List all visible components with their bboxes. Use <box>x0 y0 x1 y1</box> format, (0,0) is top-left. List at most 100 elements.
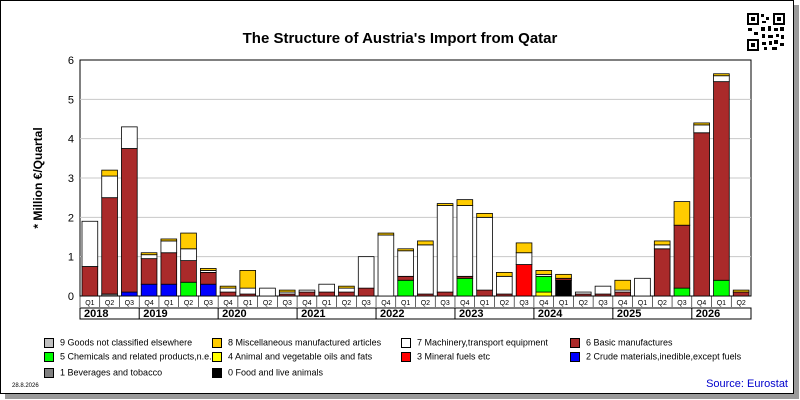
legend-item: 4 Animal and vegetable oils and fats <box>212 351 372 362</box>
year-label: 2019 <box>143 308 167 320</box>
legend-swatch <box>212 337 222 348</box>
bar-segment <box>140 254 158 260</box>
legend-label: 2 Crude materials,inedible,except fuels <box>586 351 742 362</box>
x-tick-label: Q2 <box>184 300 193 307</box>
legend-item: 5 Chemicals and related products,n.e.s. <box>44 351 219 362</box>
bar-segment <box>673 287 691 297</box>
bar-segment <box>318 283 335 293</box>
x-tick-label: Q1 <box>717 300 726 307</box>
bar-segment <box>160 238 178 242</box>
bar-segment <box>357 256 375 289</box>
year-label: 2026 <box>696 308 720 320</box>
bars <box>81 73 750 297</box>
bar-segment <box>140 258 158 285</box>
bar-segment <box>239 287 257 295</box>
y-tick-label: 0 <box>68 291 74 303</box>
x-tick-label: Q2 <box>500 300 509 307</box>
bar-segment <box>140 252 158 256</box>
legend-swatch <box>401 337 411 348</box>
legend-swatch <box>570 337 580 348</box>
bar-segment <box>594 285 612 295</box>
source-note: Source: Eurostat <box>706 378 788 390</box>
x-tick-label: Q1 <box>559 300 568 307</box>
x-tick-label: Q2 <box>658 300 667 307</box>
bar-segment <box>397 250 414 277</box>
bar-segment <box>535 291 553 297</box>
bar-segment <box>160 252 178 285</box>
bar-segment <box>377 232 395 236</box>
bar-segment <box>693 124 710 134</box>
legend-label: 7 Machinery,transport equipment <box>417 337 548 348</box>
bar-segment <box>515 242 533 254</box>
x-tick-label: Q3 <box>440 300 449 307</box>
bar-segment <box>219 287 237 293</box>
bar-segment <box>357 287 375 297</box>
bar-segment <box>693 122 710 126</box>
legend-label: 4 Animal and vegetable oils and fats <box>228 351 373 362</box>
x-tick-label: Q1 <box>322 300 331 307</box>
bar-segment <box>535 270 553 275</box>
y-tick-label: 4 <box>68 134 74 146</box>
bar-segment <box>219 285 237 289</box>
x-tick-label: Q4 <box>618 300 627 307</box>
bar-segment <box>456 205 474 277</box>
bar-segment <box>713 279 730 297</box>
x-tick-label: Q2 <box>263 300 272 307</box>
x-tick-label: Q2 <box>579 300 588 307</box>
bar-segment <box>318 291 335 297</box>
bar-segment <box>673 201 691 226</box>
bar-segment <box>436 291 454 297</box>
x-tick-label: Q3 <box>204 300 213 307</box>
bar-segment <box>338 291 355 297</box>
bar-segment <box>298 291 316 297</box>
year-label: 2020 <box>222 308 246 320</box>
bar-segment <box>417 244 434 295</box>
bar-segment <box>515 264 533 297</box>
year-label: 2022 <box>380 308 404 320</box>
year-label: 2023 <box>459 308 483 320</box>
x-axis: Q1 Q2 Q3 Q4 Q1 Q2 Q3 Q4 Q1 Q2 Q3 Q4 Q1 Q2 Q3 Q4 Q1 Q2 Q3 Q4… <box>79 296 752 320</box>
bar-segment <box>101 197 118 295</box>
bar-segment <box>653 240 671 246</box>
bar-segment <box>140 283 158 297</box>
bar-segment <box>180 248 197 262</box>
legend-swatch <box>212 367 222 378</box>
legend-swatch <box>570 351 580 362</box>
bar-segment <box>180 260 197 283</box>
x-tick-label: Q4 <box>144 300 153 307</box>
bar-segment <box>456 277 474 297</box>
bar-segment <box>200 268 217 271</box>
bar-segment <box>713 73 730 77</box>
bar-segment <box>614 291 631 297</box>
bar-segment <box>476 289 493 297</box>
bar-segment <box>634 277 651 297</box>
legend-swatch <box>44 351 54 362</box>
bar-segment <box>278 289 296 293</box>
bar-segment <box>436 203 454 206</box>
x-tick-label: Q1 <box>164 300 173 307</box>
qr-code-icon <box>746 12 786 52</box>
bar-segment <box>180 281 197 297</box>
legend-swatch <box>401 351 411 362</box>
legend-label: 9 Goods not classified elsewhere <box>60 337 193 348</box>
x-tick-label: Q4 <box>223 300 232 307</box>
year-label: 2024 <box>538 308 563 320</box>
x-tick-label: Q3 <box>598 300 607 307</box>
bar-segment <box>298 289 316 293</box>
bar-segment <box>713 75 730 83</box>
x-tick-label: Q1 <box>243 300 252 307</box>
bar-segment <box>436 205 454 293</box>
bar-segment <box>259 287 276 297</box>
x-tick-label: Q4 <box>697 300 706 307</box>
bar-segment <box>121 291 138 297</box>
x-tick-label: Q2 <box>342 300 351 307</box>
chart-title: The Structure of Austria's Import from Q… <box>242 30 558 47</box>
legend-label: 3 Mineral fuels etc <box>417 351 491 362</box>
year-band <box>79 307 752 320</box>
x-tick-label: Q1 <box>480 300 489 307</box>
x-tick-label: Q1 <box>638 300 647 307</box>
bar-segment <box>180 232 197 250</box>
legend-item: 2 Crude materials,inedible,except fuels <box>570 351 741 362</box>
bar-segment <box>673 224 691 289</box>
